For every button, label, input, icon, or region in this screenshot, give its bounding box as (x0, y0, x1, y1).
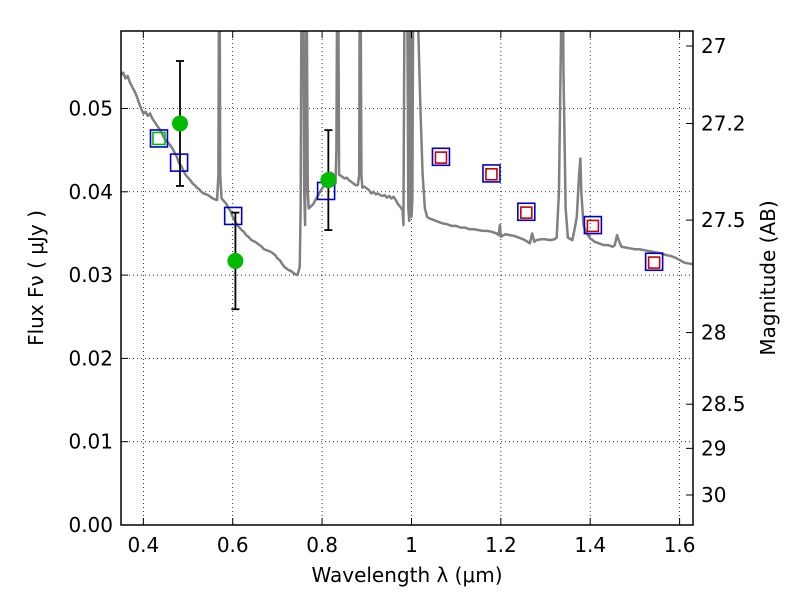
model-photometry-square (644, 252, 664, 272)
model-photometry-square (169, 153, 189, 172)
model-photometry-square (431, 147, 451, 167)
observed-point (171, 115, 188, 132)
y2-axis-label: Magnitude (AB) (756, 200, 780, 355)
model-photometry-square (223, 206, 243, 226)
y-tick-label: 0.04 (68, 180, 113, 204)
y-axis-label: Flux Fν ( μJy ) (24, 210, 48, 346)
y2-tick-label: 29 (701, 436, 726, 460)
photometry-square-red (647, 256, 661, 269)
y2-tick-label: 27.5 (701, 208, 746, 232)
model-spectrum-layer (121, 31, 693, 277)
y-tick-label: 0.01 (68, 430, 113, 454)
y2-tick-label: 27 (701, 34, 726, 58)
x-tick-label: 0.8 (306, 533, 338, 557)
y-tick-label: 0.03 (68, 263, 113, 287)
x-axis-label: Wavelength λ (μm) (311, 563, 502, 587)
square-marker-layer (149, 129, 664, 272)
model-photometry-square (149, 129, 169, 148)
y-axis: 0.00 0.01 0.02 0.03 0.04 0.05 (68, 96, 128, 537)
y2-tick-label: 27.2 (701, 111, 746, 135)
y2-axis: 27 27.2 27.5 28 28.5 29 30 (686, 34, 746, 507)
plot-area (120, 30, 694, 526)
y-tick-label: 0.05 (68, 96, 113, 120)
y2-tick-label: 28.5 (701, 392, 746, 416)
plot-frame (120, 30, 694, 526)
photometry-square-green (152, 131, 166, 146)
x-tick-label: 0.6 (217, 533, 249, 557)
observed-point (227, 252, 244, 269)
observed-point (320, 172, 337, 189)
photometry-square-red (485, 167, 498, 181)
y2-tick-label: 28 (701, 321, 726, 345)
y-tick-label: 0.00 (68, 513, 113, 537)
y2-tick-label: 30 (701, 483, 726, 507)
x-tick-label: 0.4 (127, 533, 159, 557)
photometry-square-red (434, 151, 448, 164)
y-tick-label: 0.02 (68, 346, 113, 370)
x-tick-label: 1 (405, 533, 418, 557)
x-tick-label: 1.6 (664, 533, 696, 557)
photometry-square-red (586, 219, 600, 233)
photometry-square-red (520, 206, 533, 219)
x-tick-label: 1.2 (485, 533, 517, 557)
model-spectrum-line (121, 31, 693, 277)
model-photometry-square (583, 215, 603, 235)
model-photometry-square (482, 164, 501, 183)
x-tick-label: 1.4 (574, 533, 606, 557)
circle-marker-layer (171, 115, 337, 269)
x-axis: 0.4 0.6 0.8 1 1.2 1.4 1.6 (127, 31, 696, 557)
model-photometry-square (517, 202, 536, 222)
